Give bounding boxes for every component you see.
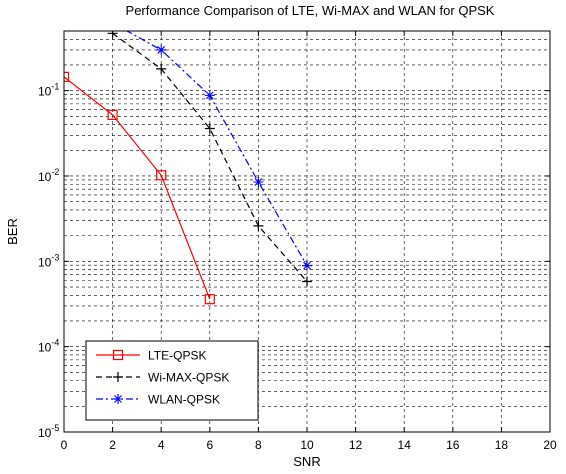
data-point-series-2 — [253, 220, 264, 231]
data-point-series-3 — [253, 177, 264, 188]
x-tick-label: 12 — [349, 438, 363, 452]
x-tick-label: 2 — [109, 438, 116, 452]
data-point-series-1 — [107, 109, 118, 120]
x-axis-ticks: 0 2 4 6 8 10 12 14 16 18 20 — [61, 31, 557, 452]
plot-frame — [63, 30, 551, 433]
x-tick-label: 0 — [61, 438, 68, 452]
data-point-series-2 — [302, 276, 312, 287]
legend-box — [85, 340, 259, 421]
x-tick-label: 16 — [446, 438, 460, 452]
x-tick-label: 10 — [300, 438, 314, 452]
legend-label-1: LTE-QPSK — [148, 349, 206, 363]
legend: LTE-QPSK Wi-MAX-QPSK WLAN-QPSK — [85, 340, 259, 421]
data-point-series-1 — [64, 71, 70, 82]
x-tick-label: 6 — [206, 438, 213, 452]
chart-title: Performance Comparison of LTE, Wi-MAX an… — [126, 3, 495, 18]
x-tick-label: 14 — [398, 438, 412, 452]
data-point-series-1 — [204, 294, 215, 305]
y-tick-label: 10-1 — [38, 82, 59, 99]
data-point-series-1 — [156, 170, 167, 181]
x-tick-label: 4 — [158, 438, 165, 452]
legend-marker-3 — [113, 394, 123, 404]
data-point-series-3 — [156, 44, 167, 55]
y-tick-label: 10-2 — [38, 167, 59, 184]
y-axis-label: BER — [5, 218, 20, 245]
y-tick-label: 10-3 — [38, 252, 59, 269]
y-tick-label: 10-4 — [38, 338, 59, 355]
series-line-1 — [64, 76, 211, 300]
data-point-series-3 — [108, 18, 118, 28]
legend-label-2: Wi-MAX-QPSK — [148, 371, 229, 385]
data-point-series-2 — [204, 123, 215, 134]
x-tick-label: 20 — [543, 438, 557, 452]
series-line-2 — [112, 32, 308, 282]
series-group — [64, 18, 312, 305]
data-point-series-2 — [156, 63, 167, 74]
x-tick-label: 18 — [495, 438, 509, 452]
legend-marker-1 — [112, 349, 124, 361]
y-tick-label: 10-5 — [38, 423, 59, 440]
data-point-series-3 — [204, 90, 215, 101]
legend-label-3: WLAN-QPSK — [148, 393, 220, 407]
data-point-series-3 — [302, 260, 312, 271]
y-axis-ticks: 10-5 10-4 10-3 10-2 10-1 — [38, 82, 550, 440]
x-tick-label: 8 — [255, 438, 262, 452]
x-axis-label: SNR — [293, 454, 320, 469]
data-point-series-2 — [107, 31, 118, 39]
legend-marker-2 — [113, 372, 123, 382]
